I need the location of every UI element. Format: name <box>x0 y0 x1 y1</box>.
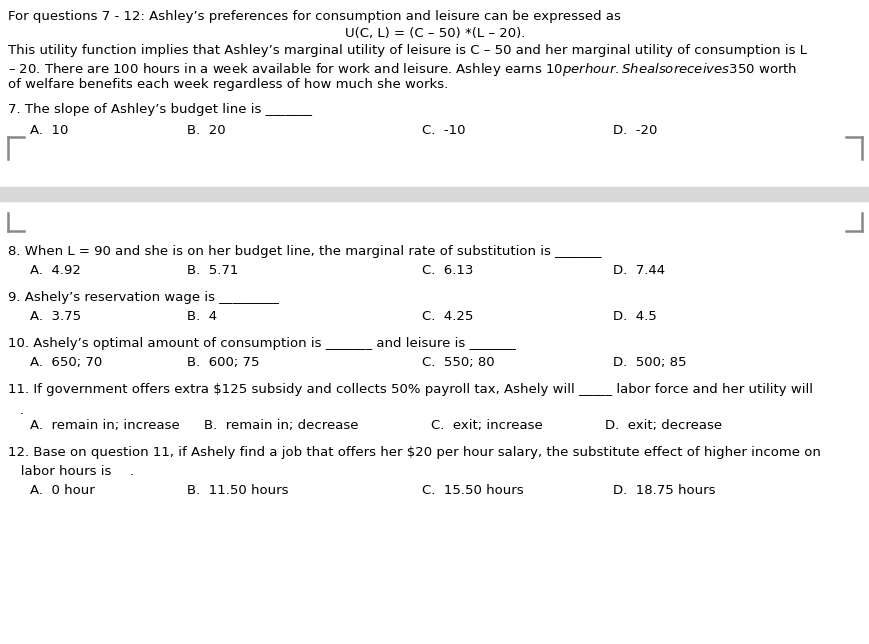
Text: B.  remain in; decrease: B. remain in; decrease <box>204 419 359 432</box>
Text: C.  6.13: C. 6.13 <box>421 264 473 277</box>
Text: B.  11.50 hours: B. 11.50 hours <box>187 484 289 497</box>
Text: D.  7.44: D. 7.44 <box>613 264 665 277</box>
Text: 12. Base on question 11, if Ashely find a job that offers her $20 per hour salar: 12. Base on question 11, if Ashely find … <box>8 446 820 459</box>
Text: A.  0 hour: A. 0 hour <box>30 484 95 497</box>
Text: D.  18.75 hours: D. 18.75 hours <box>613 484 715 497</box>
Text: B.  600; 75: B. 600; 75 <box>187 356 259 369</box>
Text: labor hours is: labor hours is <box>8 465 111 478</box>
Text: A.  4.92: A. 4.92 <box>30 264 81 277</box>
Text: of welfare benefits each week regardless of how much she works.: of welfare benefits each week regardless… <box>8 78 448 91</box>
Text: C.  15.50 hours: C. 15.50 hours <box>421 484 523 497</box>
Text: This utility function implies that Ashley’s marginal utility of leisure is C – 5: This utility function implies that Ashle… <box>8 44 806 57</box>
Text: C.  4.25: C. 4.25 <box>421 310 473 323</box>
Text: – 20. There are 100 hours in a week available for work and leisure. Ashley earns: – 20. There are 100 hours in a week avai… <box>8 61 796 78</box>
Text: D.  -20: D. -20 <box>613 124 657 137</box>
Text: 9. Ashely’s reservation wage is _________: 9. Ashely’s reservation wage is ________… <box>8 291 279 304</box>
Text: B.  20: B. 20 <box>187 124 225 137</box>
Text: For questions 7 - 12: Ashley’s preferences for consumption and leisure can be ex: For questions 7 - 12: Ashley’s preferenc… <box>8 10 620 23</box>
Text: A.  remain in; increase: A. remain in; increase <box>30 419 180 432</box>
Text: D.  exit; decrease: D. exit; decrease <box>604 419 721 432</box>
Text: A.  3.75: A. 3.75 <box>30 310 82 323</box>
Text: C.  550; 80: C. 550; 80 <box>421 356 494 369</box>
Text: C.  exit; increase: C. exit; increase <box>430 419 541 432</box>
Text: U(C, L) = (C – 50) *(L – 20).: U(C, L) = (C – 50) *(L – 20). <box>344 27 525 40</box>
Text: A.  650; 70: A. 650; 70 <box>30 356 103 369</box>
Text: D.  500; 85: D. 500; 85 <box>613 356 686 369</box>
Text: 10. Ashely’s optimal amount of consumption is _______ and leisure is _______: 10. Ashely’s optimal amount of consumpti… <box>8 337 515 350</box>
Text: 7. The slope of Ashley’s budget line is _______: 7. The slope of Ashley’s budget line is … <box>8 103 312 116</box>
Text: B.  4: B. 4 <box>187 310 217 323</box>
Text: 11. If government offers extra $125 subsidy and collects 50% payroll tax, Ashely: 11. If government offers extra $125 subs… <box>8 383 812 396</box>
Text: B.  5.71: B. 5.71 <box>187 264 238 277</box>
Text: .: . <box>20 404 24 417</box>
Bar <box>0 187 869 201</box>
Text: D.  4.5: D. 4.5 <box>613 310 656 323</box>
Text: C.  -10: C. -10 <box>421 124 465 137</box>
Text: .: . <box>129 465 134 478</box>
Text: A.  10: A. 10 <box>30 124 69 137</box>
Text: 8. When L = 90 and she is on her budget line, the marginal rate of substitution : 8. When L = 90 and she is on her budget … <box>8 245 600 258</box>
